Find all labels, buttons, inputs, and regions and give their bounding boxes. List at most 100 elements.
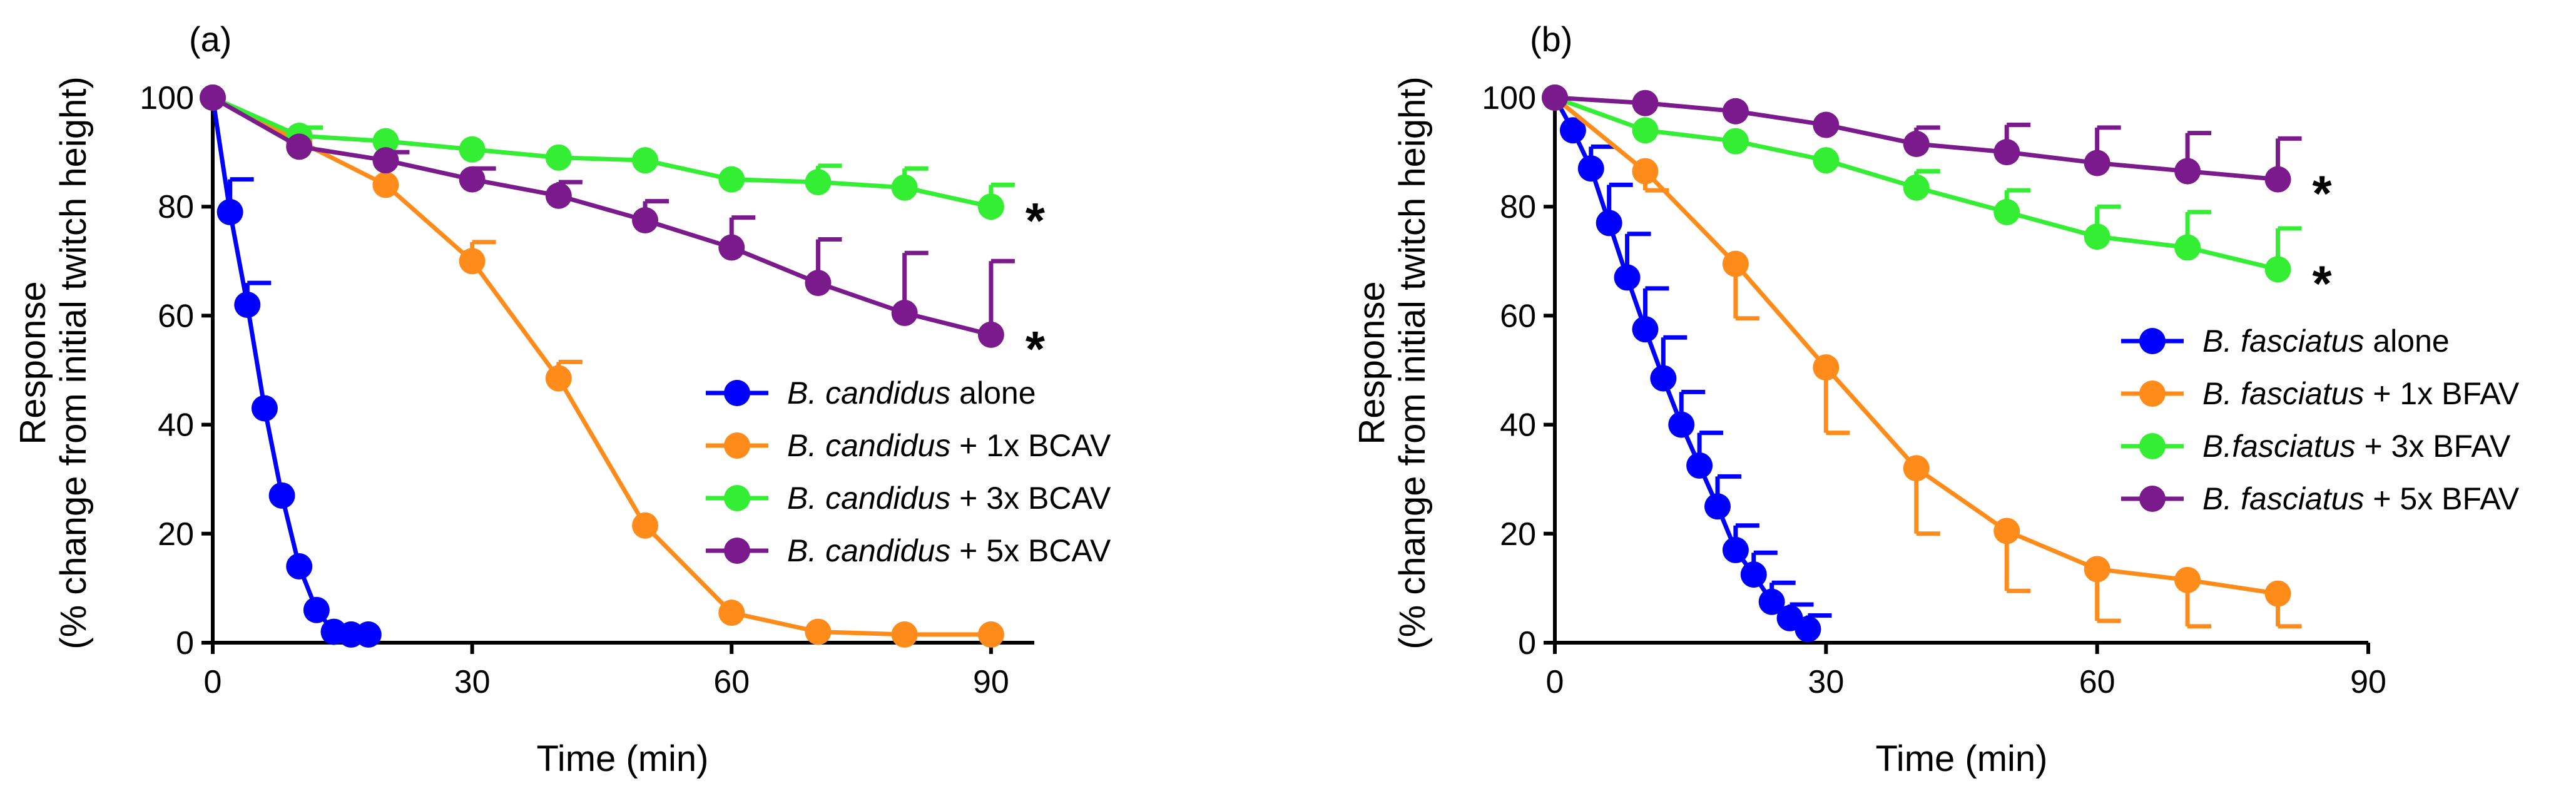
panel-a-legend-label-species: B. candidus [787,428,950,463]
panel-a-data-point [632,207,659,233]
panel-b-legend-label-treatment: alone [2364,324,2449,359]
panel-a-data-point [977,621,1004,648]
panel-b-data-point [1632,316,1659,343]
panel-b-label: (b) [1530,19,1572,59]
panel-b-legend-label-treatment: + 1x BFAV [2364,376,2519,411]
panel-b-data-point [1993,139,2020,166]
panel-a-data-point [805,169,832,196]
panel-a-data-point [286,133,313,160]
panel-b-data-point [1632,117,1659,144]
panel-b-data-point [1722,250,1749,277]
panel-b-data-point [1813,147,1840,174]
panel-a-significance-star: * [1026,193,1046,248]
panel-a-data-point [303,596,330,623]
panel-a-legend-label-species: B. candidus [787,375,950,411]
panel-a-data-point [718,166,745,193]
panel-a-data-point [977,193,1004,220]
panel-b-legend-label: B. fasciatus + 5x BFAV [2202,481,2520,516]
panel-a-data-point [251,395,278,422]
panel-a-legend-label-species: B. candidus [787,481,950,516]
panel-a-data-point [805,618,832,645]
panel-a-legend-label-treatment: alone [950,375,1036,411]
panel-a-data-point [268,482,295,509]
panel-a-data-point [891,300,918,327]
panel-a-legend-label-species: B. candidus [787,533,950,568]
panel-a-xtick-label: 60 [713,664,750,700]
panel-a-data-point [372,147,399,174]
panel-a-data-point [459,136,486,163]
panel-b-data-point [1614,264,1641,291]
panel-b-legend-label-treatment: + 3x BFAV [2356,429,2511,464]
panel-b-data-point [1993,518,2020,544]
panel-b-data-point [2174,566,2201,593]
panel-a-series-line [211,95,991,637]
panel-a-data-point [718,234,745,261]
panel-a-data-point [459,248,486,275]
panel-a-xtick-label: 90 [973,664,1009,700]
panel-b-data-point [1722,128,1749,155]
panel-b-legend-label-species: B.fasciatus [2202,429,2356,464]
panel-b-series-1 [1542,84,2302,629]
panel-a-data-point [891,174,918,201]
panel-a-legend-swatch-marker [724,432,750,459]
panel-a-legend-label-treatment: + 1x BCAV [950,428,1111,463]
panel-a-ytick-label: 100 [140,80,194,116]
panel-b-ytick-label: 100 [1482,80,1536,116]
panel-a-legend-label: B. candidus alone [787,375,1036,411]
panel-b-data-point [1993,198,2020,225]
panel-a-data-point [372,128,399,155]
panel-a-xlabel: Time (min) [537,738,709,779]
panel-b-legend-label: B. fasciatus alone [2202,324,2450,359]
panel-b-legend-swatch-marker [2139,328,2166,354]
panel-a-data-point [718,600,745,626]
panel-a-data-point [545,365,572,392]
panel-a-ytick-label: 0 [176,625,194,661]
panel-b-data-point [2084,150,2110,176]
panel-a-data-point [200,84,226,111]
panel-a-ylabel-line2: (% change from initial twitch height) [53,76,94,650]
panel-b-data-point [1686,452,1713,479]
panel-a: (a) Response (% change from initial twit… [13,19,1111,779]
panel-a-data-point [632,512,659,539]
panel-b-legend-swatch-marker [2139,433,2166,459]
panel-b-xtick-label: 60 [2079,664,2115,700]
panel-a-xtick-label: 30 [454,664,491,700]
panel-b-data-point [1795,616,1821,643]
panel-b-data-point [2174,158,2201,185]
panel-a-legend-label: B. candidus + 1x BCAV [787,428,1111,463]
panel-b-data-point [1903,455,1930,482]
panel-b-data-point [2174,234,2201,261]
panel-a-legend-label-treatment: + 3x BCAV [950,481,1111,516]
panel-a-data-point [805,270,832,297]
panel-b-data-point [1722,536,1749,563]
panel-a-xtick-label: 0 [204,664,222,700]
panel-a-series-line [211,95,992,337]
panel-a-legend-label-treatment: + 5x BCAV [950,533,1111,568]
panel-b-legend-swatch-marker [2139,486,2166,512]
panel-b-data-point [1903,174,1930,201]
panel-b-significance-star: * [2313,166,2333,222]
panel-a-label: (a) [189,19,232,59]
panel-b-ylabel-line2: (% change from initial twitch height) [1392,76,1433,650]
panel-a-ytick-label: 60 [158,298,194,334]
panel-b-xtick-label: 90 [2350,664,2386,700]
panel-a-data-point [632,147,659,174]
panel-b-legend-label: B. fasciatus + 1x BFAV [2202,376,2520,411]
panel-b-data-point [1632,158,1659,185]
panel-b-xlabel: Time (min) [1876,738,2048,779]
panel-b-data-point [2084,556,2110,583]
panel-a-legend-swatch-marker [724,538,750,564]
panel-b-data-point [2264,166,2291,193]
panel-b-data-point [1722,98,1749,125]
panel-a-data-point [216,198,243,225]
panel-b-ytick-label: 0 [1518,625,1536,661]
panel-a-significance-star: * [1026,321,1046,377]
panel-b-data-point [2084,223,2110,250]
panel-b-ytick-label: 60 [1500,298,1536,334]
panel-b-data-point [1668,411,1695,438]
panel-a-series-3: * [200,84,1046,377]
panel-b-legend-label-species: B. fasciatus [2202,376,2364,411]
panel-b: (b) Response (% change from initial twit… [1352,19,2520,779]
